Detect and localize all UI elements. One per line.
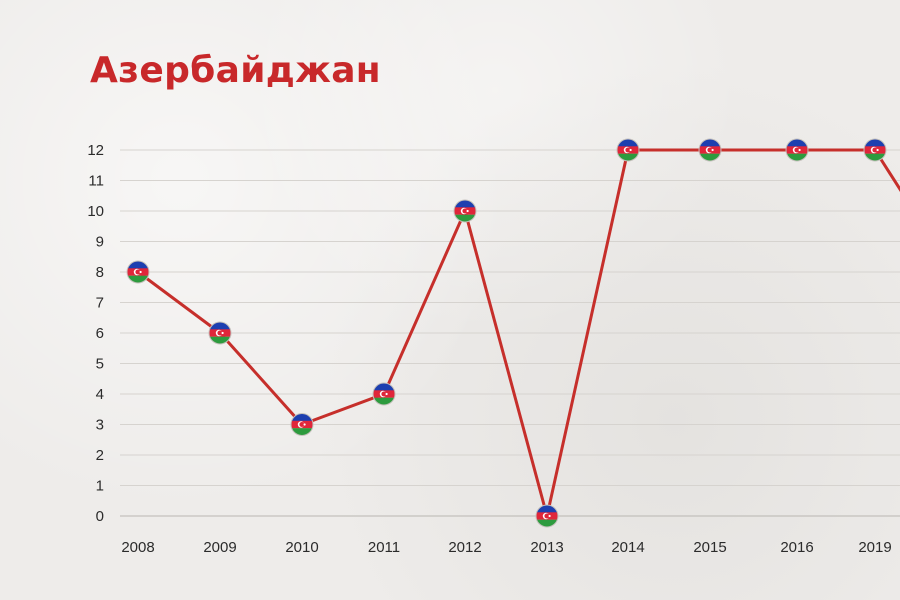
x-tick-label: 2014 xyxy=(611,539,644,556)
flag-marker xyxy=(126,260,150,284)
y-tick-label: 2 xyxy=(96,447,104,464)
x-tick-label: 2012 xyxy=(448,539,481,556)
flag-marker xyxy=(208,321,232,345)
x-tick-label: 2013 xyxy=(530,539,563,556)
data-markers xyxy=(126,138,887,528)
x-tick-label: 2011 xyxy=(368,539,400,556)
y-tick-label: 10 xyxy=(87,203,104,220)
y-tick-label: 3 xyxy=(96,417,104,434)
flag-marker xyxy=(863,138,887,162)
y-tick-label: 4 xyxy=(96,386,104,403)
flag-marker xyxy=(698,138,722,162)
flag-marker xyxy=(616,138,640,162)
y-tick-label: 7 xyxy=(96,295,104,312)
x-tick-label: 2016 xyxy=(780,539,813,556)
y-tick-label: 6 xyxy=(96,325,104,342)
y-tick-label: 11 xyxy=(88,173,104,190)
flag-marker xyxy=(453,199,477,223)
flag-marker xyxy=(290,413,314,436)
flag-marker xyxy=(372,382,396,406)
y-tick-label: 12 xyxy=(87,142,104,159)
x-tick-label: 2010 xyxy=(285,539,318,556)
gridlines xyxy=(120,149,900,517)
x-axis-ticks: 2008 2009 2010 2011 2012 2013 2014 2015 2016 2019 xyxy=(121,539,891,556)
flag-marker xyxy=(535,504,559,528)
chart-title: Азербайджан xyxy=(90,50,381,91)
x-tick-label: 2009 xyxy=(203,539,236,556)
y-tick-label: 0 xyxy=(96,508,104,525)
y-tick-label: 1 xyxy=(96,478,104,495)
y-tick-label: 8 xyxy=(96,264,104,281)
y-tick-label: 9 xyxy=(96,234,104,251)
x-tick-label: 2019 xyxy=(858,539,891,556)
flag-marker xyxy=(785,138,809,162)
x-tick-label: 2008 xyxy=(121,539,154,556)
x-tick-label: 2015 xyxy=(693,539,726,556)
y-tick-label: 5 xyxy=(96,356,104,373)
